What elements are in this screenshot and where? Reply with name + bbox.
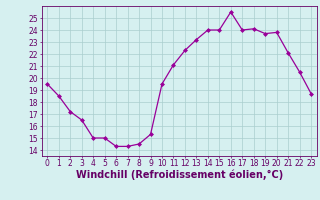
- X-axis label: Windchill (Refroidissement éolien,°C): Windchill (Refroidissement éolien,°C): [76, 170, 283, 180]
